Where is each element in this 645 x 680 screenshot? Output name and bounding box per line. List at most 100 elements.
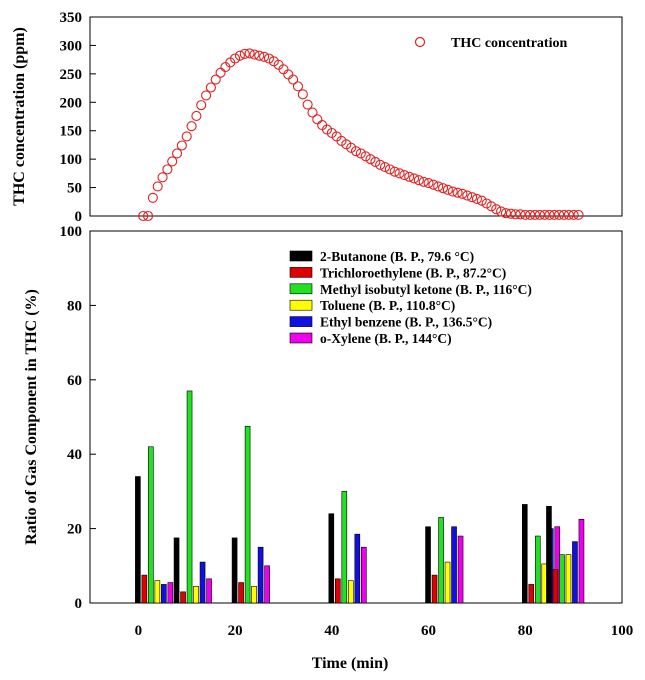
legend-marker-thc (414, 36, 426, 48)
bottom-y-tick-label: 40 (67, 447, 82, 463)
data-point (539, 209, 550, 220)
bottom-y-axis: 0 20 40 60 80 100 (60, 224, 96, 612)
legend-label: Methyl isobutyl ketone (B. P., 116°C) (320, 282, 532, 297)
data-point (379, 162, 391, 173)
data-point (312, 114, 323, 125)
bar (546, 505, 552, 604)
data-point (433, 181, 444, 192)
data-point (525, 209, 536, 220)
data-point (307, 107, 318, 118)
bottom-y-tick-label: 0 (75, 596, 83, 612)
data-point (462, 190, 473, 201)
data-point (486, 201, 497, 212)
data-point (172, 148, 183, 159)
bar (154, 580, 161, 604)
top-y-tick-label: 200 (60, 95, 83, 111)
data-point (544, 209, 555, 220)
data-point (142, 210, 154, 222)
data-point (563, 209, 574, 220)
data-point (418, 176, 429, 187)
data-point (423, 177, 434, 189)
bar (193, 585, 199, 604)
bar (335, 578, 341, 604)
top-y-axis-label: THC concentration (ppm) (11, 27, 28, 206)
data-point (447, 186, 458, 197)
data-point (413, 175, 424, 186)
data-point (529, 209, 540, 220)
bar (572, 541, 578, 604)
thc-series (138, 48, 584, 222)
data-point (283, 69, 294, 80)
top-y-tick-label: 150 (60, 124, 83, 140)
bar (451, 526, 457, 604)
data-point (186, 121, 197, 132)
bar (528, 584, 535, 604)
x-tick-label: 40 (324, 623, 339, 639)
bar (257, 546, 264, 604)
data-point (389, 166, 400, 177)
bar (135, 476, 141, 604)
bar (206, 578, 212, 604)
bar (161, 584, 167, 604)
x-tick-label: 100 (611, 623, 634, 639)
data-point (558, 209, 570, 220)
data-point (452, 187, 463, 198)
data-point (534, 209, 545, 220)
data-point (263, 53, 274, 64)
top-legend: THC concentration (414, 36, 567, 51)
bar (244, 425, 251, 604)
data-point (355, 148, 366, 159)
bar (180, 591, 186, 604)
bottom-legend: 2-Butanone (B. P., 79.6 °C)Trichloroethy… (289, 249, 532, 346)
bottom-y-tick-label: 100 (60, 224, 83, 240)
bar (186, 390, 193, 604)
bar-series (135, 390, 585, 604)
data-point (176, 140, 187, 151)
bottom-y-axis-label: Ratio of Gas Component in THC (%) (23, 289, 40, 545)
x-axis-label: Time (min) (312, 655, 389, 672)
bar (578, 518, 585, 604)
data-point (196, 100, 207, 111)
data-point (554, 209, 565, 220)
data-point (520, 209, 531, 220)
bar (354, 533, 361, 604)
bar (167, 582, 174, 604)
top-y-tick-label: 300 (60, 38, 83, 54)
data-point (510, 209, 521, 220)
thc-concentration-panel: 0 50 100 150 200 250 300 350 THC concentration … (11, 10, 623, 225)
legend-label: 2-Butanone (B. P., 79.6 °C) (320, 249, 474, 264)
data-point (230, 53, 241, 64)
data-point (147, 192, 158, 203)
bar (521, 504, 528, 604)
data-point (573, 209, 584, 220)
bar (425, 526, 431, 604)
x-tick-label: 20 (228, 623, 243, 639)
data-point (505, 208, 516, 219)
data-point (215, 67, 226, 78)
data-point (152, 181, 163, 192)
data-point (360, 151, 371, 162)
bar (231, 537, 238, 604)
bar (199, 561, 206, 604)
legend-label: Trichloroethylene (B. P., 87.2°C) (320, 265, 506, 280)
data-point (350, 146, 362, 157)
bar (148, 446, 154, 604)
data-point (549, 209, 560, 220)
legend-swatch (289, 332, 313, 344)
data-point (138, 210, 149, 222)
data-point (244, 48, 255, 59)
x-tick-label: 80 (518, 623, 533, 639)
data-point (515, 209, 526, 220)
data-point (234, 50, 245, 61)
top-y-tick-label: 0 (75, 209, 83, 225)
data-point (254, 50, 265, 61)
data-point (471, 193, 482, 204)
data-point (467, 192, 478, 203)
bar (541, 563, 548, 604)
data-point (428, 179, 439, 190)
data-point (500, 208, 511, 219)
top-plot-frame (89, 16, 623, 217)
data-point (157, 172, 168, 183)
gas-ratio-panel: 0 20 40 60 80 100 0 20 40 60 80 100 2-Butanone (B.… (23, 224, 633, 672)
data-point (288, 74, 299, 85)
